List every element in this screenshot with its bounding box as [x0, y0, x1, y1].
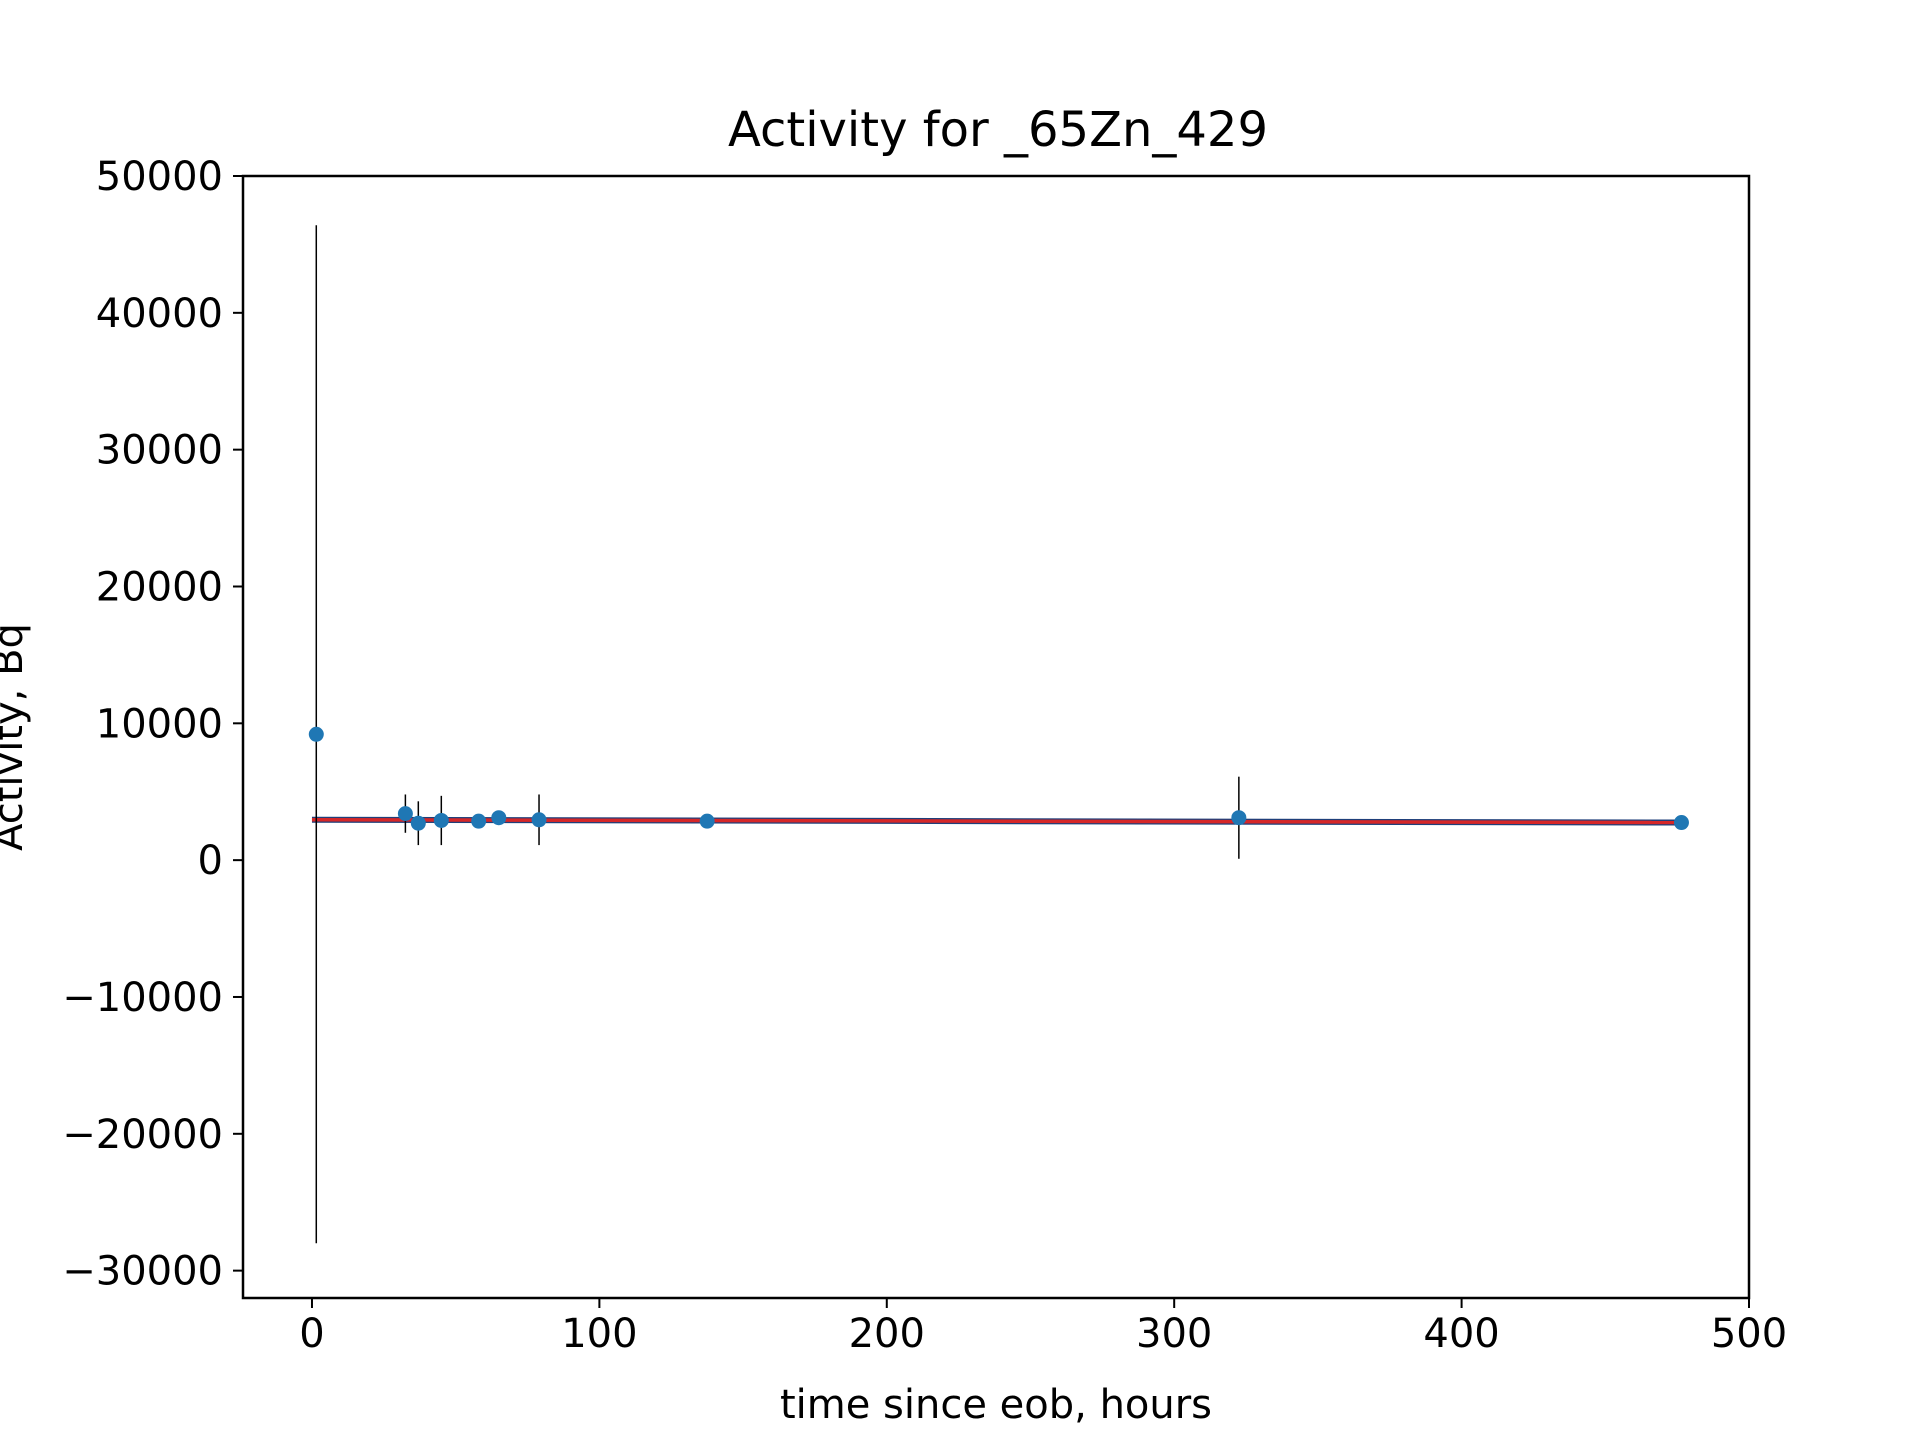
y-tick-label: 40000: [96, 291, 223, 337]
y-tick-label: −30000: [62, 1249, 223, 1295]
x-tick-label: 300: [1136, 1311, 1212, 1357]
y-tick-label: −10000: [62, 975, 223, 1021]
chart-title: Activity for _65Zn_429: [728, 102, 1268, 158]
x-tick-label: 500: [1711, 1311, 1787, 1357]
x-tick-label: 400: [1423, 1311, 1499, 1357]
data-point: [531, 812, 547, 828]
y-tick-label: 20000: [96, 564, 223, 610]
data-points: [308, 726, 1689, 831]
y-tick-label: 0: [198, 838, 223, 884]
y-axis-ticks: −30000 −20000 −10000 0 10000 20000 30000 40000 5…: [62, 154, 243, 1295]
data-point: [433, 812, 449, 828]
data-point: [308, 726, 324, 742]
data-point: [410, 815, 426, 831]
data-point: [491, 810, 507, 826]
data-point: [699, 813, 715, 829]
y-tick-label: −20000: [62, 1112, 223, 1158]
x-axis-label: time since eob, hours: [780, 1382, 1212, 1428]
data-point: [1673, 815, 1689, 831]
y-axis-label: Activity, Bq: [0, 623, 32, 851]
data-point: [397, 806, 413, 822]
error-bars: [315, 225, 1683, 1244]
data-point: [1231, 810, 1247, 826]
data-point: [471, 813, 487, 829]
y-tick-label: 30000: [96, 428, 223, 474]
x-tick-label: 100: [561, 1311, 637, 1357]
x-tick-label: 200: [849, 1311, 925, 1357]
y-tick-label: 10000: [96, 701, 223, 747]
x-tick-label: 0: [299, 1311, 324, 1357]
plot-frame: [241, 174, 1751, 1300]
x-axis-ticks: 0 100 200 300 400 500: [299, 1298, 1787, 1357]
fit-line-group: [311, 816, 1682, 826]
y-tick-label: 50000: [96, 154, 223, 200]
